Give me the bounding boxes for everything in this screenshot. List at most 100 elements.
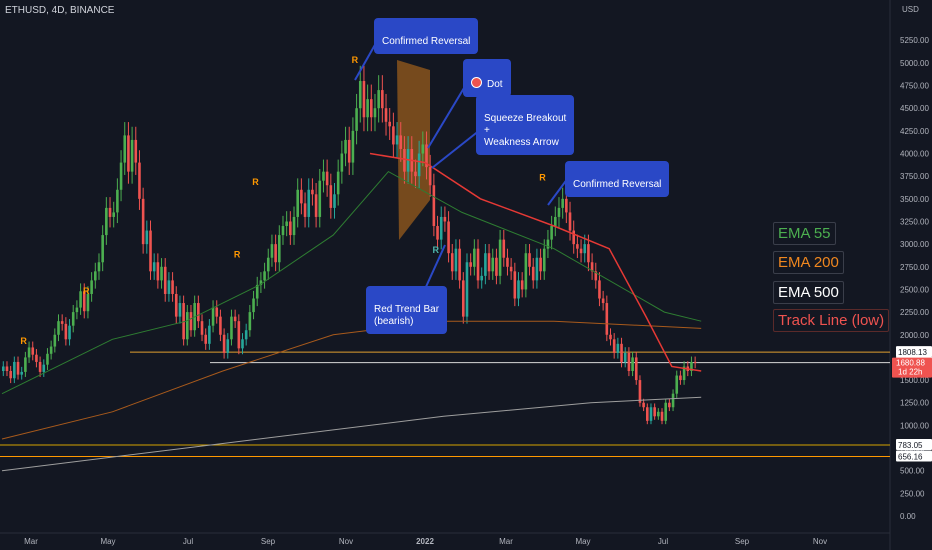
chart-title: ETHUSD, 4D, BINANCE	[5, 5, 115, 16]
x-tick-label: Jul	[183, 537, 193, 546]
candle-body	[388, 121, 391, 127]
candle-body	[524, 253, 528, 290]
candle-body	[101, 235, 104, 263]
candle-body	[149, 230, 152, 272]
annotation-text: Confirmed Reversal	[573, 179, 662, 190]
candle-body	[417, 153, 421, 177]
annotation-confirmed-reversal-2: Confirmed Reversal	[565, 161, 670, 197]
ema-55-line	[1, 170, 702, 395]
candle-body	[454, 248, 458, 272]
candle-body	[528, 253, 531, 267]
candle-body	[90, 280, 93, 294]
candle-body	[646, 407, 649, 421]
candle-body	[539, 257, 542, 272]
candle-body	[649, 407, 653, 421]
candle-body	[502, 239, 506, 258]
candle-body	[447, 221, 450, 254]
x-tick-label: Jul	[658, 537, 668, 546]
y-tick-label: 2750.00	[900, 263, 929, 272]
reversal-marker: R	[20, 336, 27, 346]
candle-body	[97, 262, 101, 272]
candle-body	[568, 212, 572, 231]
candle-body	[579, 248, 583, 254]
candle-body	[436, 226, 439, 240]
x-tick-label: Nov	[339, 537, 353, 546]
candle-body	[594, 271, 598, 281]
candle-body	[60, 321, 64, 324]
candle-body	[443, 216, 447, 222]
candle-body	[130, 139, 134, 172]
candle-body	[638, 380, 642, 403]
candle-body	[314, 194, 318, 217]
candle-body	[554, 216, 557, 227]
candle-body	[682, 366, 686, 381]
candle-body	[94, 271, 97, 281]
candle-body	[598, 280, 601, 299]
candle-body	[285, 221, 288, 227]
candle-body	[208, 325, 211, 344]
candle-body	[233, 316, 237, 322]
candle-body	[244, 330, 248, 340]
legend-ema-200-label: EMA 200	[778, 254, 839, 271]
candle-body	[392, 126, 395, 145]
candle-body	[35, 354, 38, 362]
candle-body	[616, 343, 620, 353]
candle-body	[377, 90, 380, 109]
ema-500-line	[1, 396, 702, 472]
candle-body	[119, 162, 123, 190]
candle-body	[252, 298, 255, 313]
candle-body	[509, 266, 513, 272]
legend-track-line: Track Line (low)	[773, 309, 890, 332]
candle-body	[601, 298, 605, 304]
candle-body	[270, 244, 274, 258]
y-tick-label: 3000.00	[900, 240, 929, 249]
currency-label: USD	[902, 5, 919, 14]
candle-body	[31, 347, 35, 355]
candle-body	[693, 361, 697, 363]
candle-body	[480, 275, 483, 281]
candle-body	[484, 253, 487, 276]
candle-body	[152, 262, 156, 272]
candle-body	[5, 366, 9, 372]
candle-body	[182, 303, 185, 340]
candle-body	[178, 303, 182, 317]
y-tick-label: 4250.00	[900, 127, 929, 136]
candle-body	[86, 293, 90, 312]
x-tick-label: Sep	[261, 537, 276, 546]
track-line	[369, 152, 702, 372]
candle-body	[259, 280, 263, 285]
candle-body	[590, 262, 594, 272]
candle-body	[623, 352, 627, 362]
candle-body	[351, 130, 355, 163]
candle-body	[171, 280, 174, 294]
reversal-marker: R	[352, 55, 359, 65]
candle-body	[495, 257, 498, 276]
candle-body	[583, 244, 587, 254]
candle-body	[473, 248, 476, 267]
y-tick-label: 250.00	[900, 489, 925, 498]
candle-body	[281, 226, 285, 236]
reversal-marker: R	[252, 177, 259, 187]
candle-body	[425, 144, 428, 168]
candle-body	[82, 291, 86, 312]
candle-body	[222, 334, 226, 353]
candle-body	[428, 167, 432, 186]
candle-body	[71, 312, 75, 326]
candle-body	[370, 99, 373, 118]
candle-body	[20, 371, 23, 375]
legend-ema-500: EMA 500	[773, 281, 844, 304]
candle-body	[679, 375, 682, 381]
candle-body	[557, 207, 561, 217]
candle-body	[506, 257, 509, 267]
candle-body	[241, 339, 244, 349]
candle-body	[138, 162, 141, 199]
legend-track-line-label: Track Line (low)	[778, 312, 885, 329]
candle-body	[362, 81, 366, 118]
candle-body	[292, 216, 296, 236]
candle-body	[24, 357, 27, 372]
candle-body	[2, 366, 5, 372]
annotation-red-trend-bar: Red Trend Bar (bearish)	[366, 286, 448, 334]
price-level-label: 656.16	[898, 453, 923, 462]
candle-body	[274, 244, 277, 263]
candle-body	[513, 271, 517, 299]
